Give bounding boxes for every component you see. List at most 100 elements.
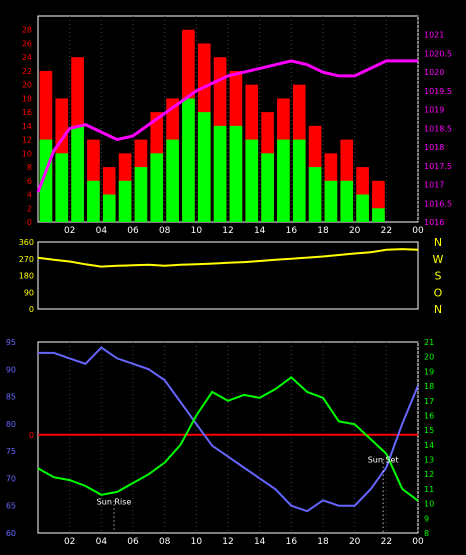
rain-tick-label: 0 (29, 431, 34, 440)
y2-tick-label: 10 (424, 500, 434, 509)
y-tick-label: 26 (22, 39, 32, 48)
y2-tick-label: 14 (424, 441, 434, 450)
humidity-temperature-chart: 02 04 06 08 10 12 14 16 18 20 22 006065707580859095… (6, 338, 434, 547)
gust-bar (87, 180, 100, 222)
x-tick-label: 22 (381, 226, 392, 236)
y-tick-label: 16 (22, 108, 32, 117)
y-tick-label: 80 (6, 420, 16, 429)
y-tick-label: 85 (6, 393, 16, 402)
direction-label: O (434, 286, 443, 299)
gust-bar (55, 153, 69, 222)
x-tick-label: 20 (349, 537, 361, 547)
wind-pressure-chart: 02 04 06 08 10 12 14 16 18 20 22 000246810121416182… (22, 15, 452, 236)
y2-tick-label: 13 (424, 456, 434, 465)
gust-bar (277, 139, 290, 222)
gust-bar (197, 112, 211, 222)
x-tick-label: 04 (96, 226, 108, 236)
y2-tick-label: 8 (424, 529, 429, 538)
temperature-label: Temperatur (311, 322, 370, 333)
y-tick-label: 90 (24, 288, 34, 297)
humidity-label: Luftfeuchte (66, 322, 123, 333)
x-tick-label: 02 (64, 537, 75, 547)
x-tick-label: 14 (254, 226, 266, 236)
y2-tick-label: 16 (424, 411, 434, 420)
y-tick-label: 60 (6, 529, 16, 538)
gust-bar (372, 208, 385, 222)
x-tick-label: 04 (96, 537, 108, 547)
y2-tick-label: 9 (424, 514, 429, 523)
x-tick-label: 20 (349, 226, 361, 236)
y-tick-label: 18 (22, 94, 32, 103)
gust-bar (102, 194, 116, 222)
gust-bar (182, 98, 195, 222)
y2-tick-label: 21 (424, 338, 434, 347)
y-tick-label: 65 (6, 502, 16, 511)
gust-bar (356, 194, 369, 222)
y2-tick-label: 1017.5 (424, 162, 452, 171)
x-tick-label: 06 (127, 226, 139, 236)
plot-frame (37, 15, 419, 223)
y-tick-label: 0 (27, 218, 32, 227)
x-tick-label: 06 (127, 537, 139, 547)
x-tick-label: 22 (381, 537, 392, 547)
y-tick-label: 10 (22, 149, 32, 158)
pressure-axis-title: Luftdruck (372, 2, 419, 13)
gust-bar (324, 180, 338, 222)
x-tick-label: 16 (286, 537, 298, 547)
y2-tick-label: 1016 (424, 218, 444, 227)
direction-label: W (433, 253, 444, 266)
gust-bar (308, 167, 322, 222)
x-tick-label: 16 (286, 226, 298, 236)
y-tick-label: 8 (27, 163, 32, 172)
direction-label: N (434, 303, 442, 316)
y2-tick-label: 1020.5 (424, 49, 452, 58)
y-tick-label: 95 (6, 338, 16, 347)
chart-title: 24 hours graph date 21 Mar 2022 (171, 2, 340, 13)
x-tick-label: 08 (159, 226, 171, 236)
y-tick-label: 14 (22, 122, 32, 131)
x-tick-label: 18 (317, 537, 329, 547)
y-tick-label: 4 (27, 191, 32, 200)
x-tick-label: 10 (191, 226, 203, 236)
gust-bar (292, 139, 306, 222)
y2-tick-label: 19 (424, 367, 434, 376)
y2-tick-label: 11 (424, 485, 434, 494)
y-tick-label: 75 (6, 447, 16, 456)
y-tick-label: 12 (22, 136, 32, 145)
y2-tick-label: 17 (424, 397, 434, 406)
x-tick-label: 02 (64, 226, 75, 236)
y2-tick-label: 1016.5 (424, 199, 452, 208)
direction-label: S (435, 270, 442, 283)
y-tick-label: 90 (6, 365, 16, 374)
y-tick-label: 2 (27, 204, 32, 213)
y2-tick-label: 1021 (424, 31, 444, 40)
sun-annotation: Sun Set (368, 456, 399, 465)
rain-label: Regen (0, 322, 32, 333)
y-tick-label: 24 (22, 53, 32, 62)
gust-bar (118, 180, 132, 222)
temperature-line (37, 376, 419, 502)
y2-tick-label: 1019.5 (424, 87, 452, 96)
x-tick-label: 00 (412, 226, 424, 236)
y-tick-label: 22 (22, 67, 32, 76)
y2-tick-label: 1018 (424, 143, 444, 152)
y2-tick-label: 1019 (424, 106, 444, 115)
gust-bar (213, 125, 227, 222)
y2-tick-label: 18 (424, 382, 434, 391)
y2-tick-label: 1018.5 (424, 124, 452, 133)
gust-bar (340, 180, 354, 222)
x-tick-label: 14 (254, 537, 266, 547)
y-tick-label: 0 (29, 305, 34, 314)
gust-bar (134, 167, 148, 222)
y2-tick-label: 1017 (424, 181, 444, 190)
direction-label: N (434, 236, 442, 249)
gust-bar (245, 139, 259, 222)
y-tick-label: 28 (22, 26, 32, 35)
gust-bar (71, 125, 84, 222)
gust-bar (261, 153, 274, 222)
pressure-line (36, 59, 418, 193)
x-tick-label: 12 (222, 226, 233, 236)
y-tick-label: 360 (19, 238, 34, 247)
